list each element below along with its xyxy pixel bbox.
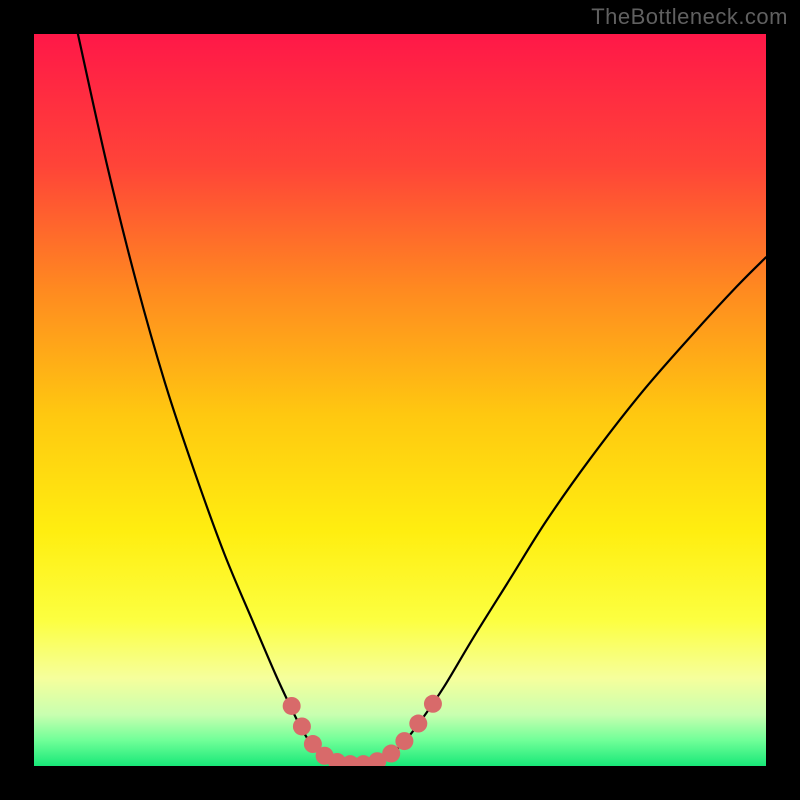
bottleneck-chart: TheBottleneck.com	[0, 0, 800, 800]
chart-svg	[0, 0, 800, 800]
watermark-text: TheBottleneck.com	[591, 4, 788, 30]
curve-marker	[409, 715, 427, 733]
curve-marker	[382, 745, 400, 763]
chart-background-gradient	[34, 34, 766, 766]
curve-marker	[395, 732, 413, 750]
curve-marker	[283, 697, 301, 715]
curve-marker	[293, 717, 311, 735]
curve-marker	[424, 695, 442, 713]
